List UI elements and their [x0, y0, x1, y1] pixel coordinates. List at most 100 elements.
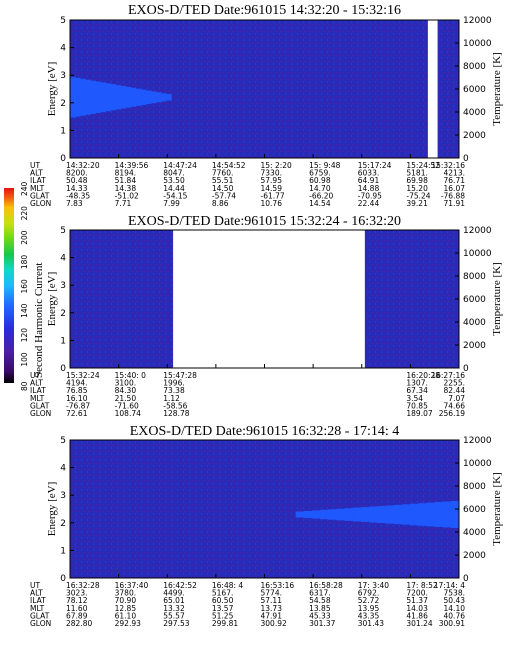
ephemeris-value: -51.02 — [115, 191, 139, 200]
ephemeris-table: UT 16:32:28 16:37:40 16:42:52 16:48: 4 16:53:… — [30, 581, 465, 628]
ephemeris-row-label: MLT — [30, 184, 45, 193]
ephemeris-value: 47.91 — [261, 611, 283, 620]
band-segment — [115, 85, 122, 110]
ephemeris-value: 17: 8:52 — [406, 581, 438, 590]
ephemeris-value: 13.85 — [309, 604, 331, 613]
ephemeris-value: 282.80 — [66, 619, 92, 628]
ephemeris-value: 7538. — [444, 589, 465, 598]
ephemeris-value: 22.44 — [358, 199, 380, 208]
band-segment — [360, 507, 370, 522]
ephemeris-value: 256.19 — [439, 409, 465, 418]
ephemeris-value: 5167. — [212, 589, 233, 598]
ephemeris-value: 73.38 — [163, 386, 185, 395]
ephemeris-value: 15:32:24 — [66, 371, 100, 380]
ephemeris-value: -61.77 — [261, 191, 285, 200]
y2-tick-label: 2000 — [463, 341, 486, 351]
y-tick-label: 2 — [60, 99, 66, 109]
ephemeris-value: 8194. — [115, 169, 136, 178]
ephemeris-row-label: GLON — [30, 199, 51, 208]
colorbar: 80 100 120 140 160 180 200 220 240 Second Harmon… — [4, 181, 45, 391]
ephemeris-value: 55.51 — [212, 176, 234, 185]
y-tick-label: 4 — [60, 464, 66, 474]
panel-title: EXOS-D/TED Date:961015 15:32:24 - 16:32:… — [128, 214, 401, 229]
colorbar-scale — [4, 188, 14, 383]
band-segment — [336, 508, 346, 521]
y2-tick-label: 12000 — [463, 436, 492, 446]
ephemeris-value: 50.48 — [66, 176, 88, 185]
band-segment — [303, 510, 313, 519]
band-segment — [166, 94, 172, 101]
ephemeris-value: -76.87 — [66, 401, 90, 410]
ephemeris-row-label: UT — [30, 581, 40, 590]
ephemeris-row-label: ALT — [30, 169, 43, 178]
ephemeris-row-label: GLAT — [30, 191, 50, 200]
ephemeris-value: 4194. — [66, 379, 87, 388]
ephemeris-value: 13.95 — [358, 604, 380, 613]
ephemeris-value: 16.07 — [444, 184, 466, 193]
y-tick-label: 2 — [60, 309, 66, 319]
ephemeris-value: 13.73 — [261, 604, 283, 613]
band-segment — [311, 510, 321, 519]
band-segment — [320, 509, 329, 520]
ephemeris-value: 300.91 — [439, 619, 465, 628]
colorbar-tick-label: 200 — [20, 230, 29, 245]
ephemeris-value: 2255. — [444, 379, 465, 388]
ephemeris-value: 301.43 — [358, 619, 384, 628]
band-segment — [328, 509, 337, 520]
ephemeris-value: 14.03 — [406, 604, 428, 613]
ephemeris-row-label: ILAT — [30, 176, 46, 185]
band-segment — [80, 78, 86, 116]
ephemeris-value: 14.88 — [358, 184, 380, 193]
y2-tick-label: 2000 — [463, 551, 486, 561]
band-segment — [105, 83, 111, 112]
panels: EXOS-D/TED Date:961015 14:32:20 - 15:32:… — [30, 3, 503, 628]
ephemeris-value: 5774. — [261, 589, 282, 598]
band-segment — [401, 504, 411, 525]
y2-axis-label: Temperature [K] — [491, 52, 503, 125]
ephemeris-value: 16:20:28 — [406, 371, 440, 380]
ephemeris-row-label: GLON — [30, 409, 51, 418]
ephemeris-value: 14.54 — [309, 199, 331, 208]
ephemeris-value: 16:53:16 — [261, 581, 295, 590]
y-tick-label: 3 — [60, 71, 66, 81]
spectrogram-panel: EXOS-D/TED Date:961015 16:32:28 - 17:14:… — [30, 424, 503, 628]
ephemeris-value: 74.66 — [444, 401, 466, 410]
ephemeris-value: 16.10 — [66, 394, 88, 403]
y-tick-label: 1 — [60, 336, 66, 346]
y-tick-label: 3 — [60, 491, 66, 501]
band-segment — [135, 88, 142, 106]
band-segment — [385, 505, 395, 524]
ephemeris-value: 67.34 — [406, 386, 428, 395]
ephemeris-value: -71.60 — [115, 401, 139, 410]
ephemeris-value: 297.53 — [163, 619, 189, 628]
ephemeris-value: 15: 2:20 — [261, 161, 293, 170]
y2-tick-label: 8000 — [463, 272, 486, 282]
emission-band — [70, 77, 172, 118]
band-segment — [442, 501, 452, 528]
ephemeris-value: 3.54 — [406, 394, 423, 403]
y2-tick-label: 2000 — [463, 131, 486, 141]
band-segment — [120, 85, 127, 109]
ephemeris-value: 4499. — [163, 589, 184, 598]
y2-tick-label: 4000 — [463, 318, 486, 328]
colorbar-tick-label: 140 — [20, 303, 29, 318]
ephemeris-value: 17: 3:40 — [358, 581, 390, 590]
ephemeris-value: 60.98 — [309, 176, 331, 185]
band-segment — [145, 90, 152, 105]
ephemeris-value: 53.50 — [163, 176, 185, 185]
ephemeris-row-label: GLAT — [30, 611, 50, 620]
ephemeris-value: 51.37 — [406, 596, 428, 605]
ephemeris-value: 55.57 — [163, 611, 185, 620]
ephemeris-value: 292.93 — [115, 619, 141, 628]
y-tick-label: 0 — [60, 574, 66, 584]
ephemeris-row-label: ILAT — [30, 386, 46, 395]
band-segment — [75, 77, 81, 117]
ephemeris-row-label: UT — [30, 371, 40, 380]
ephemeris-value: 51.84 — [115, 176, 137, 185]
y-tick-label: 4 — [60, 254, 66, 264]
y-tick-label: 1 — [60, 126, 66, 136]
ephemeris-row-label: ILAT — [30, 596, 46, 605]
ephemeris-value: 16:27:16 — [431, 371, 465, 380]
colorbar-tick-label: 180 — [20, 255, 29, 270]
band-segment — [344, 508, 354, 521]
